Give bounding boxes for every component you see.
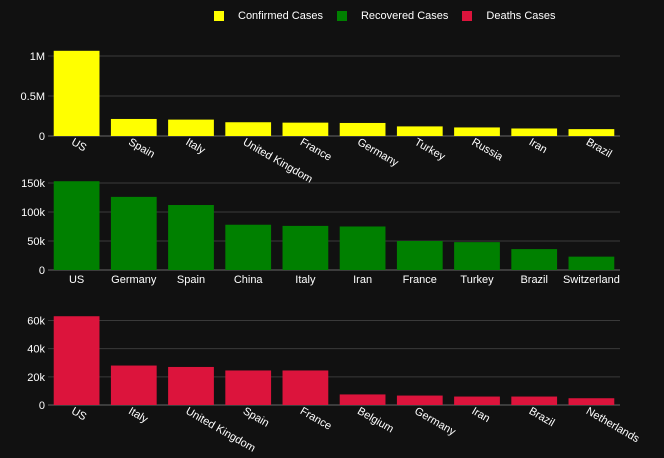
y-tick-label: 0.5M	[21, 91, 45, 103]
bar	[339, 226, 386, 270]
bar	[110, 118, 157, 136]
x-tick-label: Turkey	[460, 274, 494, 286]
x-tick-label: US	[69, 274, 84, 286]
x-tick-label: Brazil	[520, 274, 548, 286]
y-tick-label: 0	[39, 265, 45, 277]
bar	[53, 181, 100, 270]
legend: Confirmed Cases Recovered Cases Deaths C…	[214, 10, 570, 22]
x-tick-label: Spain	[177, 274, 205, 286]
bar	[339, 122, 386, 136]
legend-label-confirmed: Confirmed Cases	[238, 10, 323, 22]
bar	[282, 370, 329, 405]
bar	[339, 394, 386, 405]
x-tick-label: Germany	[355, 136, 401, 169]
legend-label-deaths: Deaths Cases	[486, 10, 556, 22]
y-tick-label: 60k	[27, 315, 45, 327]
bar	[225, 122, 272, 136]
x-tick-label: Iran	[527, 136, 549, 156]
x-tick-label: Belgium	[355, 405, 395, 435]
bar	[511, 249, 558, 270]
x-tick-label: Germany	[412, 405, 458, 438]
bar	[454, 242, 500, 270]
x-tick-label: Russia	[470, 136, 506, 164]
bar	[225, 370, 272, 405]
x-tick-label: US	[69, 136, 88, 154]
x-tick-label: Turkey	[412, 136, 447, 163]
bar	[53, 316, 100, 405]
y-tick-label: 40k	[27, 344, 45, 356]
chart-panel-2: 0 50k 100k 150k US Germany Spain China Italy Iran…	[21, 178, 620, 286]
bar	[396, 240, 443, 270]
bar	[511, 128, 558, 136]
legend-item-recovered[interactable]: Recovered Cases	[336, 10, 449, 22]
bar	[168, 366, 214, 405]
x-tick-label: US	[69, 405, 88, 423]
bar	[568, 129, 615, 136]
y-tick-label: 0	[39, 400, 45, 412]
x-tick-label: Iran	[470, 405, 492, 425]
bar	[511, 396, 558, 405]
bar	[110, 196, 157, 270]
x-tick-label: Switzerland	[563, 274, 620, 286]
x-tick-label: Germany	[111, 274, 157, 286]
bar	[568, 256, 615, 270]
legend-swatch-confirmed	[214, 11, 224, 21]
legend-swatch-recovered	[336, 11, 347, 21]
y-tick-label: 1M	[30, 51, 45, 63]
x-tick-label: Spain	[241, 405, 271, 429]
x-tick-label: France	[298, 405, 334, 433]
bar	[282, 225, 329, 270]
x-tick-label: Italy	[126, 405, 150, 426]
legend-swatch-deaths	[462, 11, 473, 21]
x-tick-label: Iran	[353, 274, 372, 286]
y-tick-label: 50k	[27, 236, 45, 248]
y-tick-label: 0	[39, 131, 45, 143]
bar	[396, 395, 443, 405]
x-tick-label: Spain	[126, 136, 156, 160]
y-tick-label: 20k	[27, 372, 45, 384]
x-tick-label: Italy	[184, 136, 208, 157]
bar	[168, 119, 214, 136]
bar	[110, 365, 157, 405]
x-tick-label: Brazil	[584, 136, 614, 160]
y-tick-label: 100k	[21, 207, 45, 219]
bar	[282, 122, 329, 136]
x-tick-label: Brazil	[527, 405, 557, 429]
bar	[225, 224, 272, 270]
x-tick-label: France	[298, 136, 334, 164]
bar	[454, 396, 500, 405]
legend-item-confirmed[interactable]: Confirmed Cases	[214, 10, 323, 22]
x-tick-label: Netherlands	[584, 405, 642, 445]
bar	[53, 50, 100, 136]
x-tick-label: France	[403, 274, 437, 286]
bar	[396, 126, 443, 136]
x-tick-label: China	[234, 274, 264, 286]
bar	[568, 398, 615, 405]
bar	[454, 127, 500, 136]
x-tick-label: Italy	[295, 274, 316, 286]
y-tick-label: 150k	[21, 178, 45, 190]
bar	[168, 205, 214, 270]
legend-label-recovered: Recovered Cases	[360, 10, 449, 22]
legend-item-deaths[interactable]: Deaths Cases	[462, 10, 556, 22]
